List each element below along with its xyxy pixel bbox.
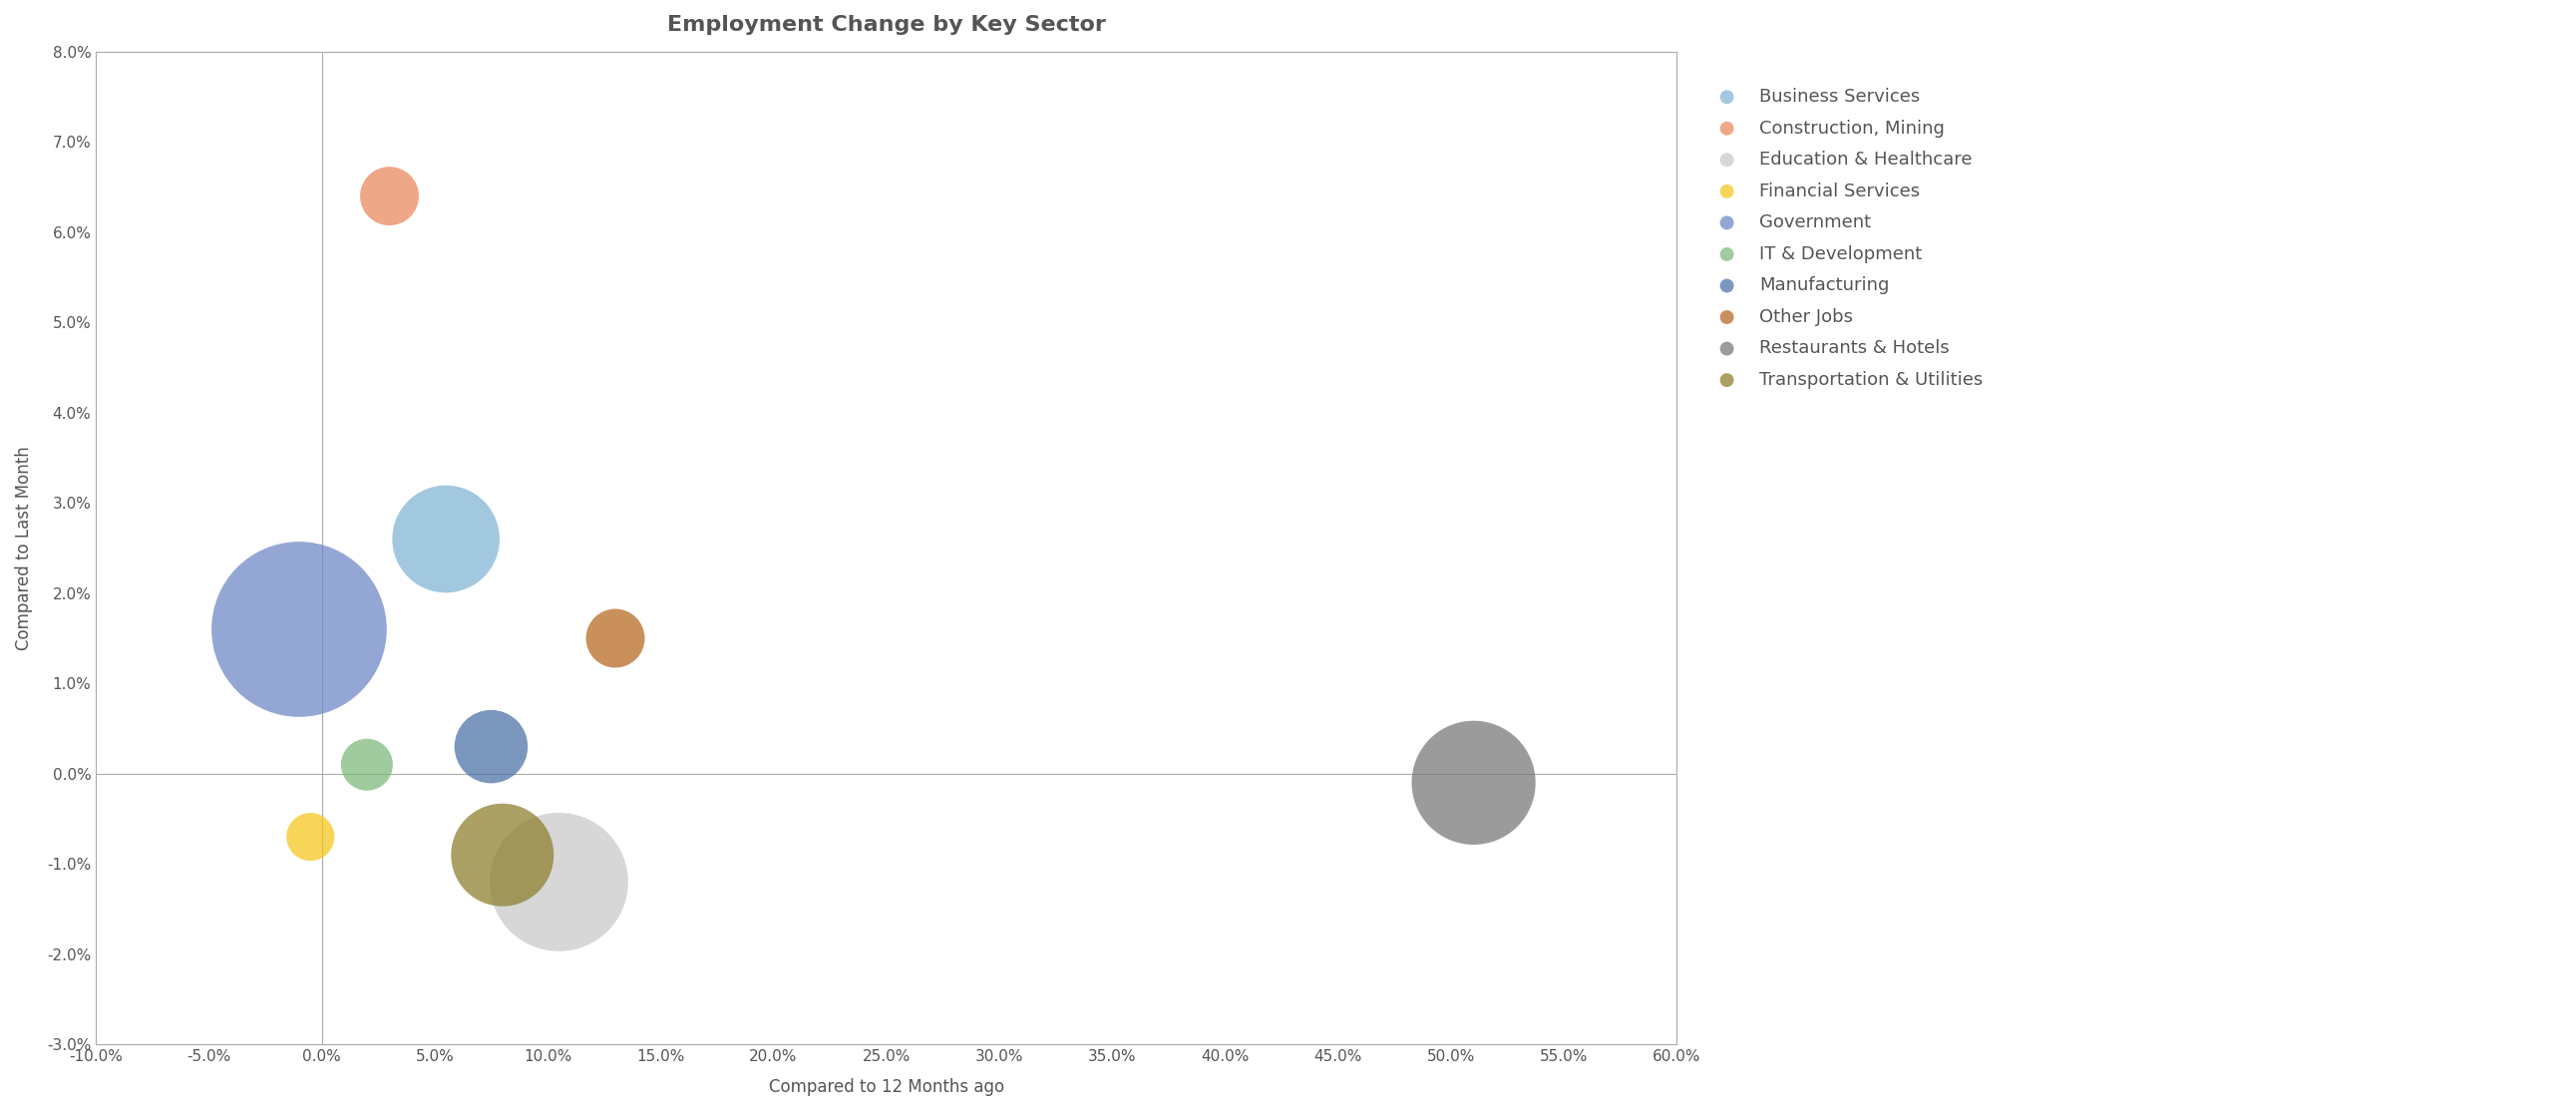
Government [278,620,319,638]
Construction, Mining [368,188,410,206]
Manufacturing [471,738,513,755]
Financial Services [291,828,332,845]
Business Services [425,530,466,548]
Legend: Business Services, Construction, Mining, Education & Healthcare, Financial Servi: Business Services, Construction, Mining,… [1703,81,1991,396]
Transportation & Utilities [482,845,523,863]
Title: Employment Change by Key Sector: Employment Change by Key Sector [667,14,1105,34]
Y-axis label: Compared to Last Month: Compared to Last Month [15,446,33,650]
Restaurants & Hotels [1453,774,1494,792]
Other Jobs [595,630,636,648]
Education & Healthcare [538,873,580,891]
IT & Development [345,755,386,773]
X-axis label: Compared to 12 Months ago: Compared to 12 Months ago [768,1078,1005,1097]
